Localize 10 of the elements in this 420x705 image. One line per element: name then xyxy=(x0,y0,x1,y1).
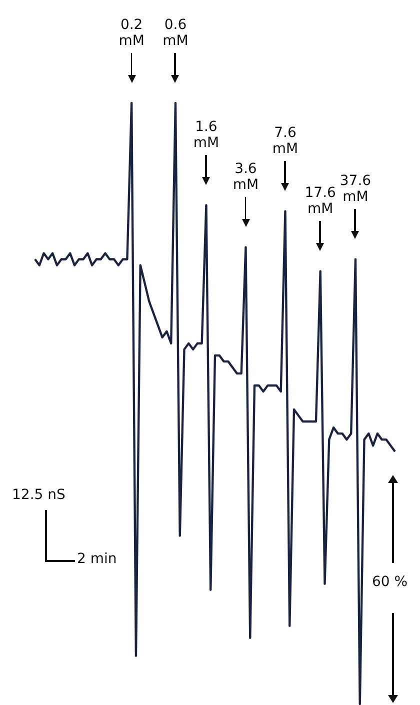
annotation: 12.5 nS xyxy=(12,487,66,503)
annotation: 37.6 mM xyxy=(340,173,372,206)
annotation: 17.6 mM xyxy=(304,185,336,218)
annotation: 2 min xyxy=(77,551,117,567)
text: 0.2 mM xyxy=(118,17,146,49)
text: 0.6 mM xyxy=(162,17,190,49)
annotation: 60 % xyxy=(372,574,408,590)
annotation: 3.6 mM xyxy=(232,161,260,194)
annotation: 1.6 mM xyxy=(192,119,220,152)
annotation: 7.6 mM xyxy=(271,125,300,158)
